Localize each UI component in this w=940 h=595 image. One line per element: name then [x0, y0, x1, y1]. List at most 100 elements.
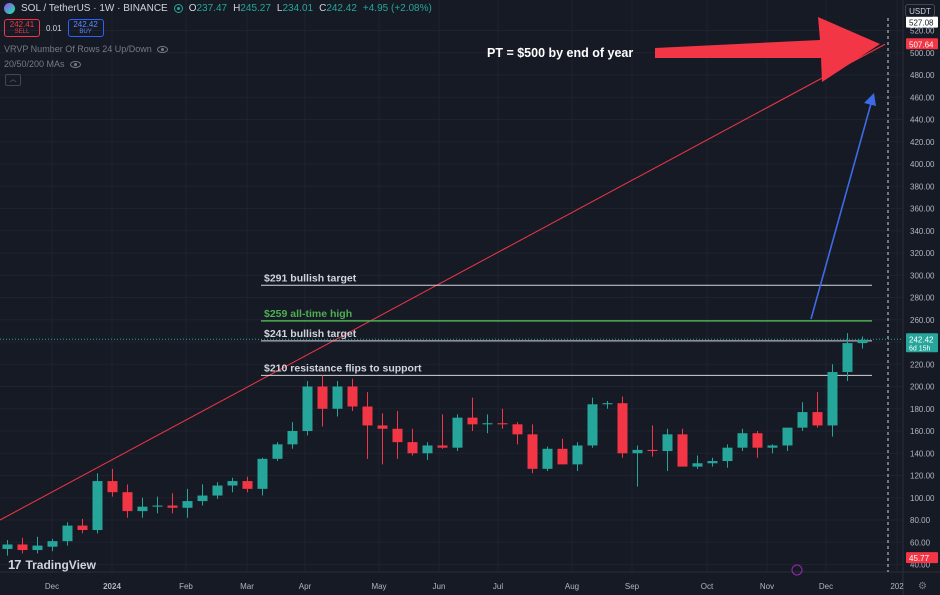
- ohlc-change: +4.95 (+2.08%): [362, 3, 432, 14]
- candle-body: [467, 417, 478, 425]
- y-tick-label: 140.00: [910, 449, 935, 458]
- candle-body: [737, 433, 748, 448]
- candle-body: [707, 461, 718, 464]
- x-tick-label: Sep: [625, 582, 640, 591]
- indicator-mas-label: 20/50/200 MAs: [4, 59, 65, 69]
- sell-button[interactable]: 242.41 SELL: [4, 19, 40, 37]
- eye-icon[interactable]: [69, 60, 81, 68]
- candle-body: [332, 386, 343, 409]
- candle-body: [497, 423, 508, 425]
- candle-body: [317, 386, 328, 409]
- candle-body: [542, 448, 553, 469]
- candle-body: [752, 433, 763, 448]
- x-tick-label: Dec: [819, 582, 833, 591]
- candle-body: [827, 372, 838, 426]
- candle-body: [107, 481, 118, 493]
- indicator-mas[interactable]: 20/50/200 MAs: [4, 59, 81, 69]
- candle-body: [287, 431, 298, 445]
- event-marker-icon: [791, 564, 803, 576]
- candle-body: [242, 481, 253, 489]
- candle-body: [257, 458, 268, 489]
- level-label: $291 bullish target: [264, 272, 357, 284]
- candle-body: [617, 403, 628, 454]
- spread-value: 0.01: [46, 23, 62, 33]
- y-tick-label: 60.00: [910, 538, 931, 547]
- candle-body: [182, 501, 193, 508]
- candle-body: [782, 427, 793, 446]
- tradingview-wordmark: TradingView: [25, 557, 96, 572]
- candle-body: [842, 343, 853, 373]
- price-label: 507.64: [909, 40, 934, 49]
- x-tick-label: Dec: [45, 582, 59, 591]
- x-tick-label: Feb: [179, 582, 193, 591]
- candle-body: [32, 545, 43, 551]
- level-label: $241 bullish target: [264, 328, 357, 340]
- candle-body: [347, 386, 358, 407]
- x-tick-label: Jul: [493, 582, 503, 591]
- price-label-box: [906, 16, 938, 28]
- buy-button[interactable]: 242.42 BUY: [67, 19, 104, 37]
- chart-header: SOL / TetherUS · 1W · BINANCE O237.47 H2…: [4, 3, 432, 14]
- y-tick-label: 300.00: [910, 271, 935, 280]
- gear-icon[interactable]: ⚙: [918, 581, 927, 592]
- x-tick-label: Aug: [565, 582, 579, 591]
- y-tick-label: 520.00: [910, 27, 935, 36]
- candle-body: [212, 485, 223, 496]
- tradingview-logo[interactable]: 17 TradingView: [8, 557, 96, 572]
- candle-body: [812, 412, 823, 426]
- trade-panel: 242.41 SELL 0.01 242.42 BUY: [4, 19, 104, 37]
- candle-body: [602, 403, 613, 405]
- ohlc-high: H245.27: [233, 3, 271, 14]
- y-tick-label: 400.00: [910, 160, 935, 169]
- currency-selector[interactable]: USDT: [905, 4, 935, 17]
- candle-body: [767, 445, 778, 448]
- candle-body: [722, 447, 733, 462]
- x-tick-label: Jun: [433, 582, 446, 591]
- y-tick-label: 100.00: [910, 494, 935, 503]
- x-tick-label: Apr: [299, 582, 312, 591]
- indicator-vrvp[interactable]: VRVP Number Of Rows 24 Up/Down: [4, 44, 168, 54]
- candle-body: [137, 506, 148, 512]
- y-tick-label: 80.00: [910, 516, 931, 525]
- candle-body: [167, 505, 178, 508]
- candle-body: [512, 424, 523, 435]
- candle-body: [362, 406, 373, 426]
- x-tick-label: Nov: [760, 582, 774, 591]
- candle-body: [2, 544, 13, 549]
- symbol-title[interactable]: SOL / TetherUS · 1W · BINANCE: [21, 3, 168, 14]
- projection-arrowhead: [864, 93, 876, 106]
- collapse-indicators-button[interactable]: ︿: [5, 74, 21, 86]
- candle-body: [692, 463, 703, 467]
- ohlc-close: C242.42: [319, 3, 357, 14]
- projection-arrow-line: [810, 99, 873, 320]
- level-label: $259 all-time high: [264, 308, 352, 320]
- trendline: [0, 43, 886, 521]
- y-tick-label: 500.00: [910, 49, 935, 58]
- candle-body: [557, 448, 568, 465]
- candle-body: [92, 481, 103, 531]
- candle-body: [482, 423, 493, 425]
- candle-body: [677, 434, 688, 467]
- candle-body: [152, 505, 163, 507]
- candle-body: [47, 541, 58, 547]
- candle-body: [587, 404, 598, 446]
- price-target-annotation: PT = $500 by end of year: [487, 46, 633, 60]
- price-label-box: [906, 552, 938, 564]
- candle-body: [17, 544, 28, 551]
- target-arrow-icon: [655, 17, 880, 82]
- x-tick-label: 202: [890, 582, 904, 591]
- candle-body: [392, 428, 403, 443]
- candle-body: [527, 434, 538, 469]
- candle-body: [272, 444, 283, 459]
- y-tick-label: 460.00: [910, 93, 935, 102]
- tradingview-mark-icon: 17: [8, 557, 22, 572]
- ohlc-low: L234.01: [276, 3, 314, 14]
- x-tick-label: Oct: [701, 582, 714, 591]
- y-tick-label: 360.00: [910, 205, 935, 214]
- candle-body: [572, 445, 583, 465]
- y-tick-label: 340.00: [910, 227, 935, 236]
- eye-icon[interactable]: [156, 45, 168, 53]
- y-tick-label: 200.00: [910, 383, 935, 392]
- candle-body: [422, 445, 433, 454]
